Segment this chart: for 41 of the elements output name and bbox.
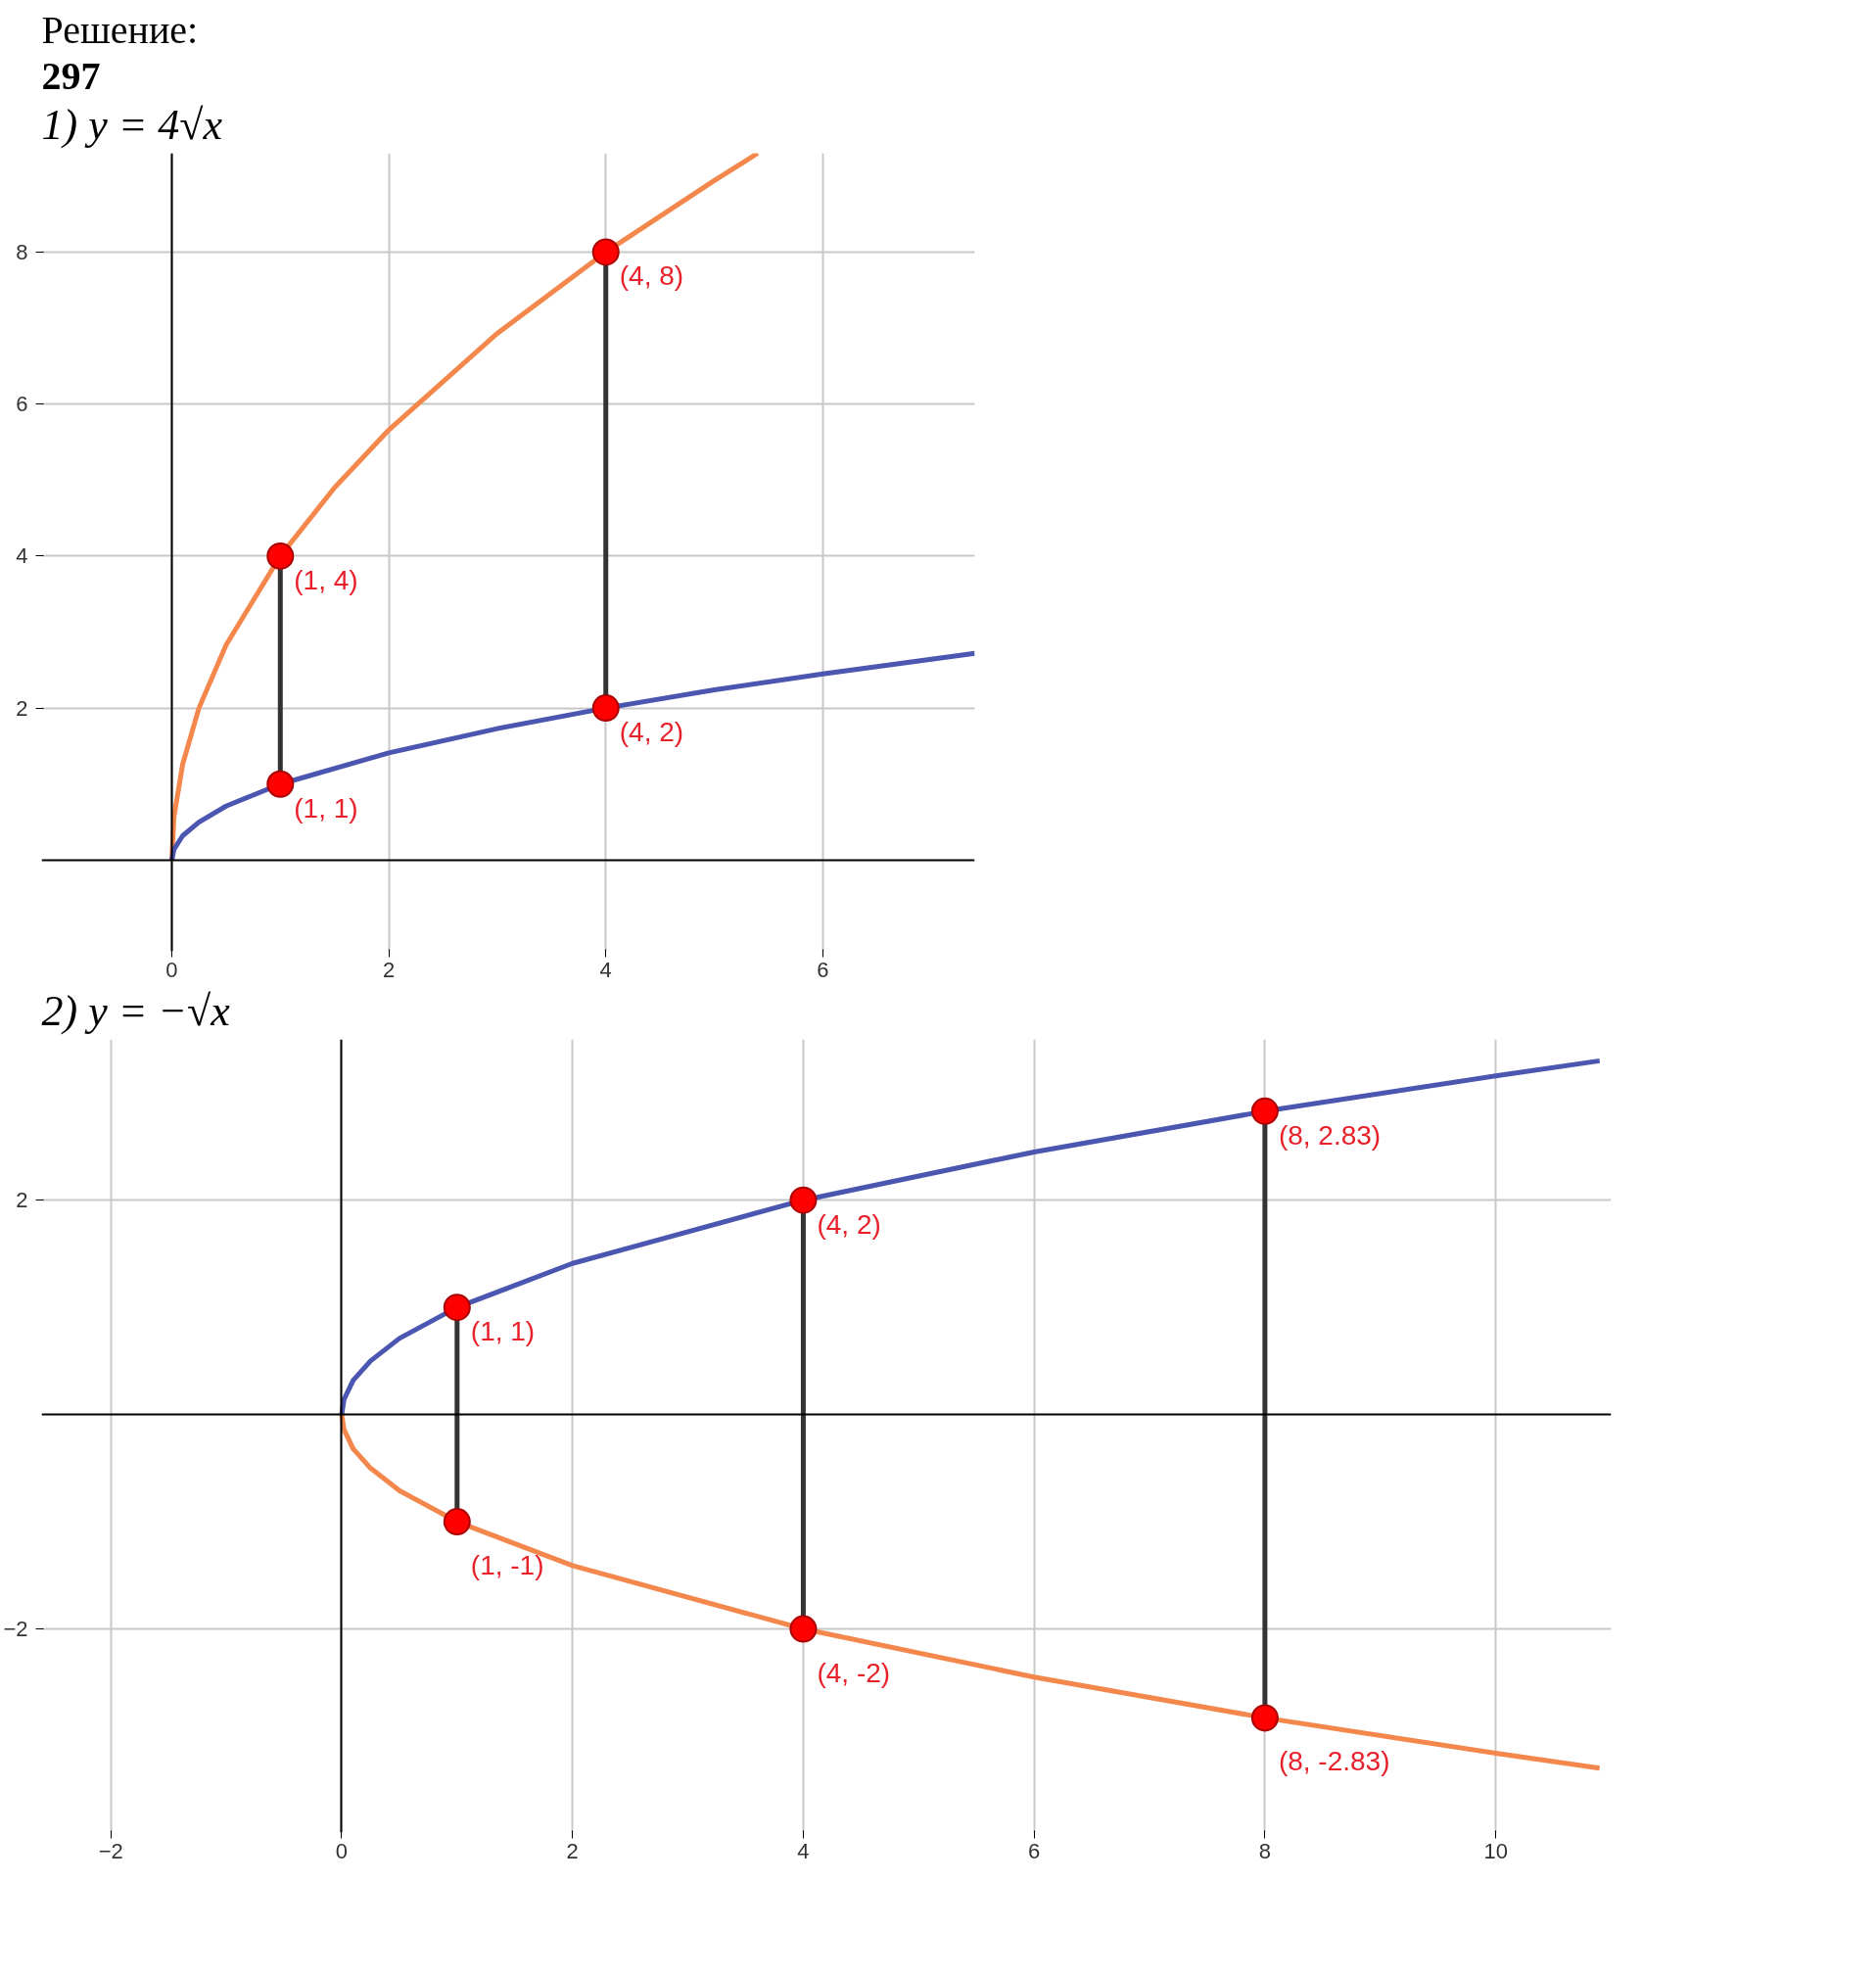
point (443, 1294, 471, 1322)
x-tick-label: 0 (165, 957, 178, 982)
point (266, 541, 295, 570)
x-tick-label: 0 (335, 1838, 349, 1863)
chart-title: 1) y = 4√x (41, 100, 223, 149)
x-tick-label: 6 (817, 957, 829, 982)
point (1250, 1704, 1279, 1732)
x-tick-label: 4 (599, 957, 612, 982)
annotation: (4, 2) (619, 717, 684, 748)
y-tick-label: 2 (16, 695, 28, 721)
x-tick-label: 10 (1483, 1838, 1508, 1863)
x-tick-label: 2 (382, 957, 396, 982)
y-tick-label: 6 (16, 392, 28, 417)
y-tick-label: 8 (16, 239, 28, 264)
annotation: (1, 1) (294, 792, 358, 823)
chart-title: 2) y = −√x (41, 986, 231, 1035)
text: 297 (41, 53, 101, 98)
annotation: (1, 4) (294, 564, 358, 595)
annotation: (1, 1) (470, 1316, 536, 1347)
x-tick-label: −2 (98, 1838, 123, 1863)
y-tick-label: 4 (16, 543, 28, 569)
x-tick-label: 2 (566, 1838, 579, 1863)
annotation: (8, 2.83) (1278, 1119, 1382, 1151)
x-tick-label: 4 (797, 1838, 810, 1863)
point (789, 1186, 818, 1214)
x-tick-label: 8 (1258, 1838, 1272, 1863)
point (443, 1508, 471, 1536)
point (266, 770, 295, 798)
point (591, 238, 620, 266)
point (789, 1615, 818, 1643)
annotation: (4, 8) (619, 260, 684, 292)
y-tick-label: 2 (16, 1188, 28, 1213)
x-tick-label: 6 (1028, 1838, 1041, 1863)
point (1250, 1097, 1279, 1125)
annotation: (8, -2.83) (1278, 1746, 1390, 1777)
annotation: (4, -2) (817, 1657, 891, 1688)
y-tick-label: −2 (3, 1617, 28, 1642)
point (591, 694, 620, 723)
annotation: (1, -1) (470, 1550, 544, 1581)
text: Решение: (41, 7, 199, 52)
annotation: (4, 2) (817, 1208, 881, 1240)
